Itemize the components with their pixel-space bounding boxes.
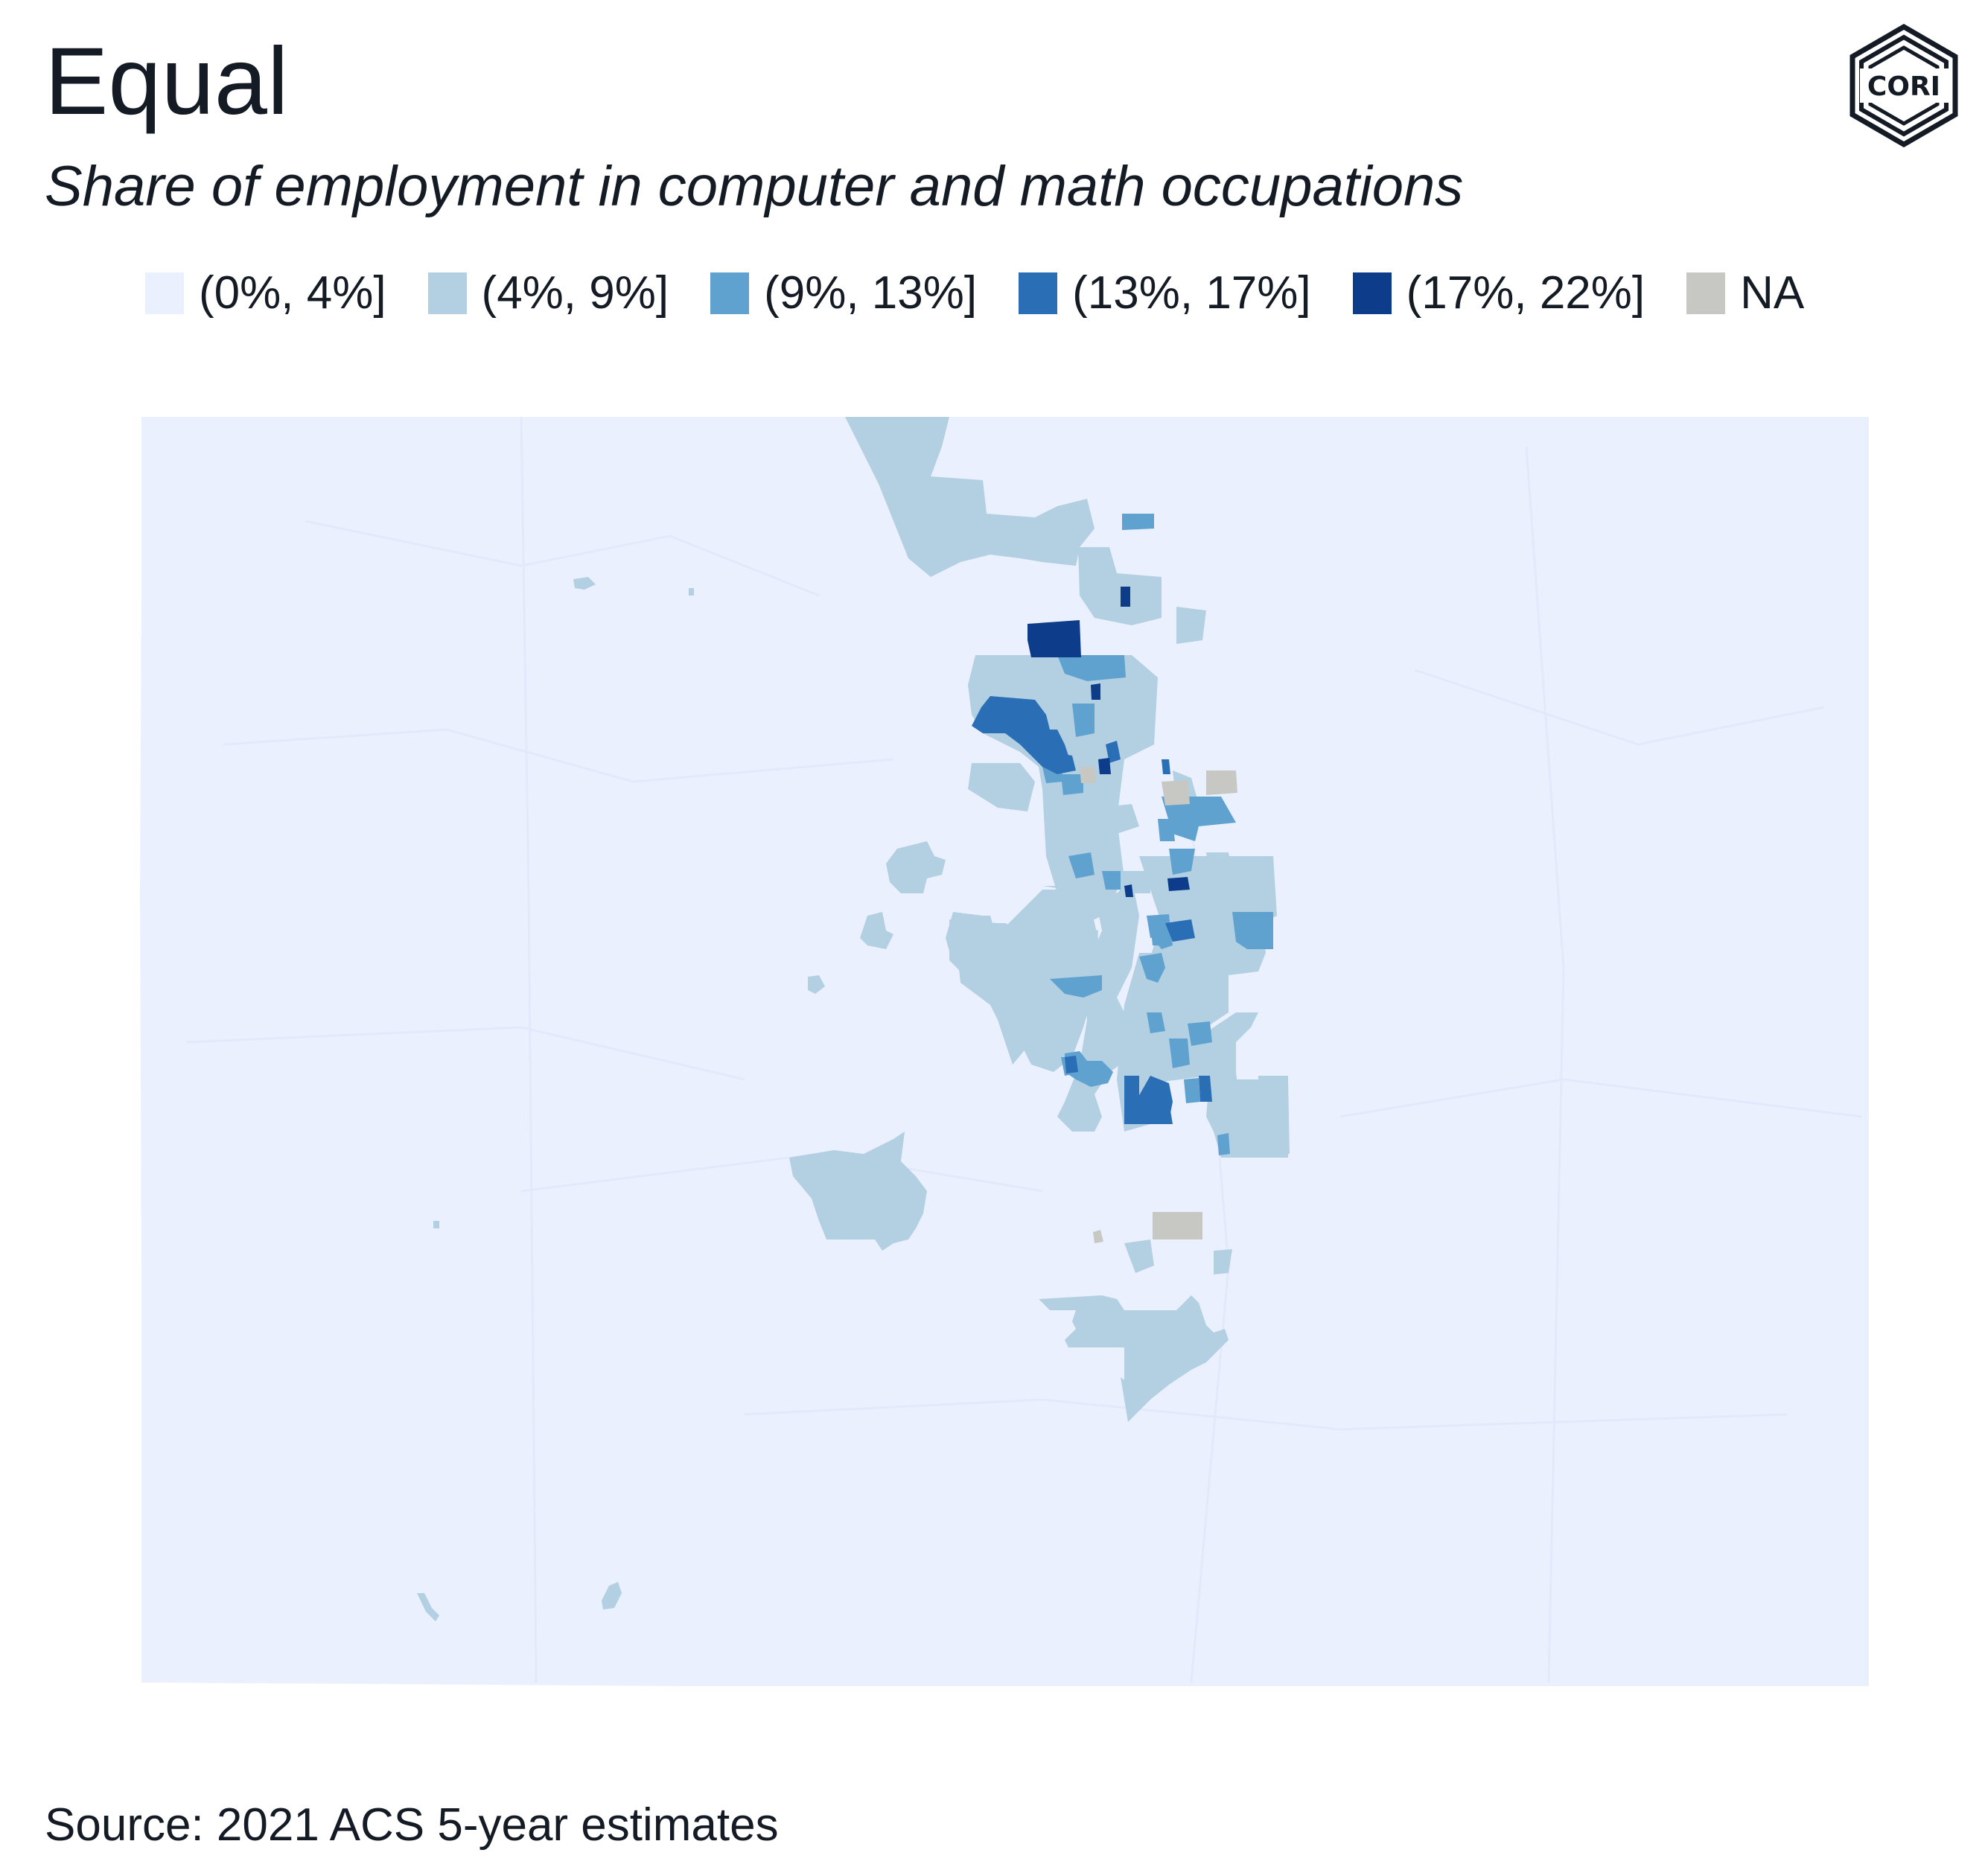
legend-label: (17%, 22%]	[1406, 267, 1645, 319]
tracts-na	[1080, 767, 1237, 1243]
legend-swatch	[710, 272, 750, 314]
legend: (0%, 4%] (4%, 9%] (9%, 13%] (13%, 17%] (…	[145, 259, 1846, 328]
legend-label: (13%, 17%]	[1072, 267, 1311, 319]
legend-label: (0%, 4%]	[199, 267, 386, 319]
source-note: Source: 2021 ACS 5-year estimates	[45, 1799, 779, 1851]
state-shape	[140, 417, 1869, 1686]
tract-lake	[1065, 1051, 1113, 1087]
legend-label: NA	[1740, 267, 1805, 319]
legend-swatch	[1352, 272, 1392, 314]
cori-hexagon-logo-icon: CORI	[1849, 23, 1958, 148]
legend-item: (0%, 4%]	[145, 270, 386, 316]
tracts-4-9-isolated	[417, 577, 825, 1621]
legend-label: (4%, 9%]	[481, 267, 669, 319]
legend-item: (13%, 17%]	[1019, 270, 1311, 316]
choropleth-map	[140, 416, 1869, 1686]
legend-item: (9%, 13%]	[710, 270, 977, 316]
tract-boundaries	[185, 416, 1862, 1683]
legend-label: (9%, 13%]	[764, 267, 978, 319]
map-title: Equal	[45, 28, 289, 135]
legend-swatch	[1019, 272, 1058, 314]
tracts-13-17	[972, 696, 1212, 1124]
legend-item: (4%, 9%]	[427, 267, 669, 319]
tracts-17-22	[1027, 587, 1190, 897]
legend-swatch	[145, 272, 184, 314]
legend-swatch	[1686, 272, 1726, 314]
logo-text: CORI	[1867, 71, 1940, 102]
legend-item: (17%, 22%]	[1352, 267, 1645, 319]
map-subtitle: Share of employment in computer and math…	[45, 155, 1464, 218]
legend-item: NA	[1686, 270, 1804, 316]
legend-swatch	[427, 272, 467, 314]
